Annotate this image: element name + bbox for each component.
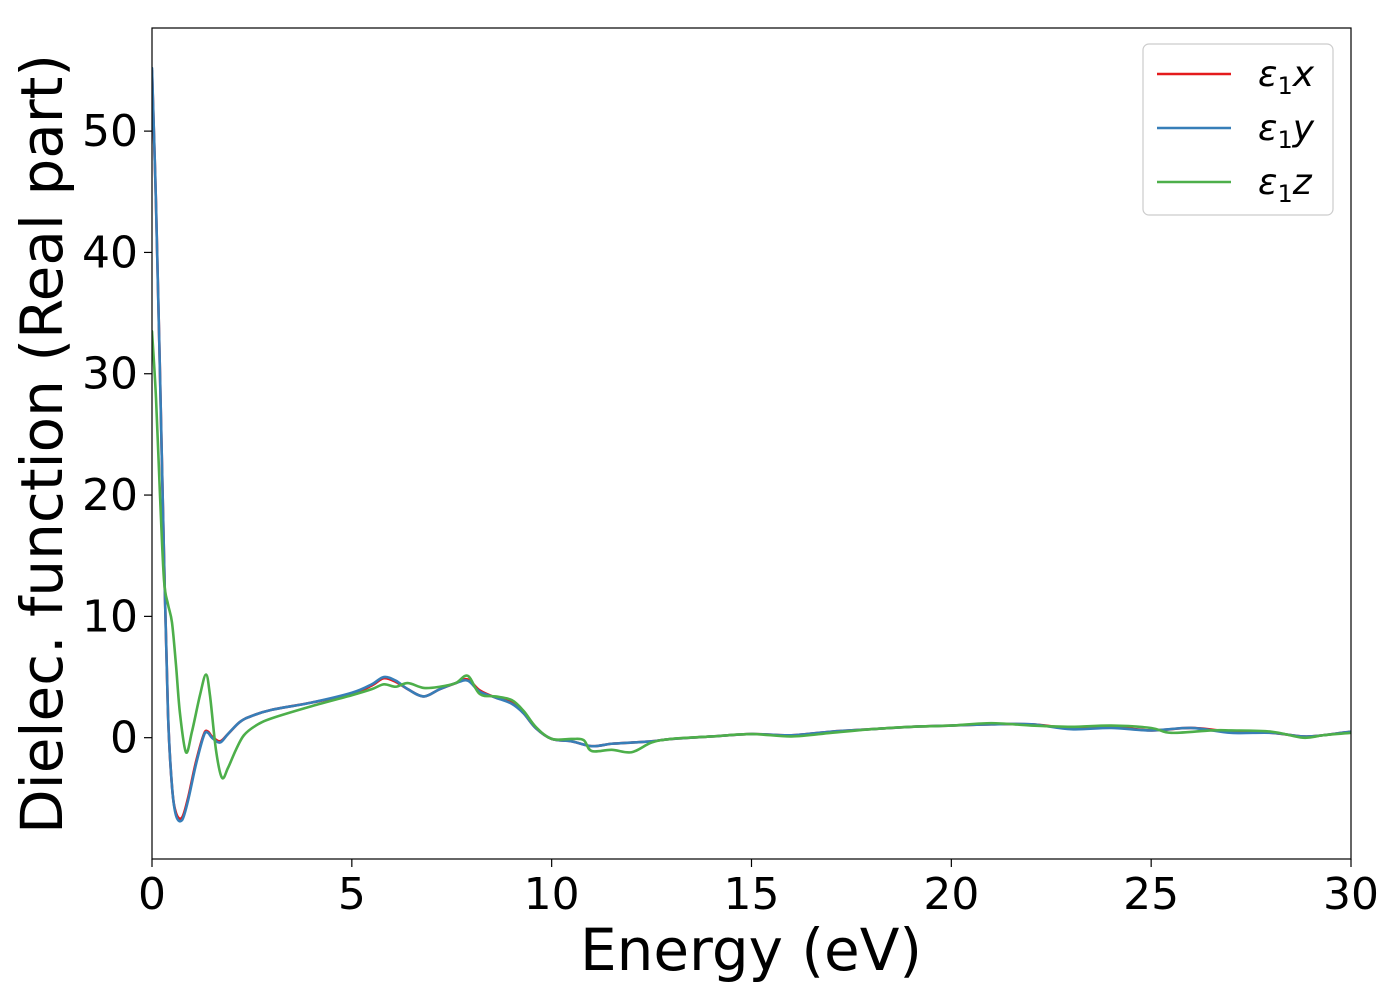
y-tick-label: 40 — [82, 227, 138, 278]
legend: ε1x ε1y ε1z — [1142, 43, 1334, 216]
y-tick-label: 30 — [82, 349, 138, 400]
x-tick-label: 25 — [1123, 869, 1179, 920]
y-tick-label: 0 — [110, 713, 138, 764]
x-tick-label: 5 — [338, 869, 366, 920]
x-axis-title: Energy (eV) — [580, 916, 922, 984]
y-axis-title: Dielec. function (Real part) — [8, 54, 76, 834]
x-tick-label: 20 — [923, 869, 979, 920]
legend-label-z: ε1z — [1258, 162, 1313, 208]
legend-box — [1142, 43, 1334, 216]
y-axis: 0 10 20 30 40 50 — [82, 106, 152, 764]
y-tick-label: 50 — [82, 106, 138, 157]
x-tick-label: 15 — [724, 869, 780, 920]
x-tick-label: 0 — [138, 869, 166, 920]
x-tick-label: 30 — [1323, 869, 1379, 920]
series-line-z — [152, 329, 1351, 780]
y-tick-label: 20 — [82, 470, 138, 521]
legend-label-y: ε1y — [1258, 108, 1315, 154]
series-layer — [152, 66, 1351, 823]
x-tick-label: 10 — [524, 869, 580, 920]
x-axis: 0 5 10 15 20 25 30 — [138, 859, 1379, 920]
y-tick-label: 10 — [82, 591, 138, 642]
legend-label-x: ε1x — [1258, 54, 1315, 100]
